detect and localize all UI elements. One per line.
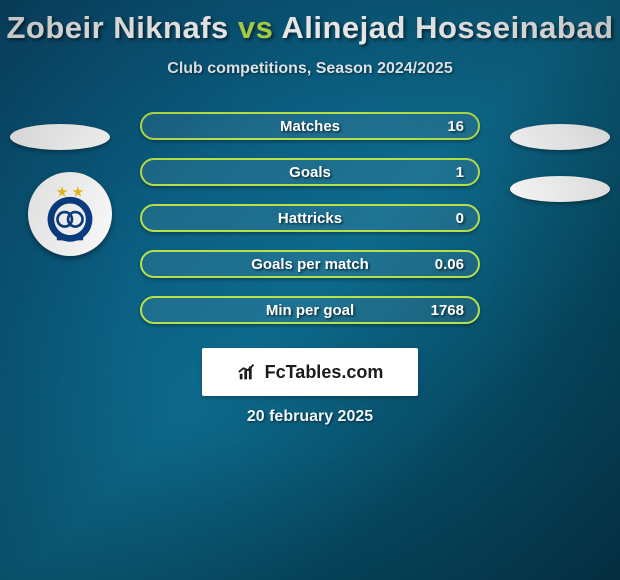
stat-value: 0.06 xyxy=(435,252,464,276)
stat-value: 16 xyxy=(447,114,464,138)
player-b-image-placeholder xyxy=(510,124,610,150)
bar-chart-icon xyxy=(237,361,259,383)
brand-label: FcTables.com xyxy=(265,362,384,383)
player-b-image-placeholder-2 xyxy=(510,176,610,202)
stat-value: 1768 xyxy=(431,298,464,322)
vs-label: vs xyxy=(238,10,273,45)
brand-box: FcTables.com xyxy=(202,348,418,396)
subtitle: Club competitions, Season 2024/2025 xyxy=(0,60,620,78)
player-a-image-placeholder xyxy=(10,124,110,150)
stats-area: Matches 16 Goals 1 Hattricks 0 Goals per… xyxy=(0,114,620,354)
stat-row: Goals 1 xyxy=(140,158,480,186)
stat-row: Goals per match 0.06 xyxy=(140,250,480,278)
stat-value: 0 xyxy=(456,206,464,230)
date-label: 20 february 2025 xyxy=(0,408,620,426)
player-b-name: Alinejad Hosseinabad xyxy=(281,10,613,45)
page-title: Zobeir Niknafs vs Alinejad Hosseinabad xyxy=(0,0,620,46)
stat-bars: Matches 16 Goals 1 Hattricks 0 Goals per… xyxy=(140,112,480,342)
club-crest xyxy=(28,172,112,256)
stat-row: Matches 16 xyxy=(140,112,480,140)
stat-value: 1 xyxy=(456,160,464,184)
stat-row: Hattricks 0 xyxy=(140,204,480,232)
player-a-name: Zobeir Niknafs xyxy=(6,10,228,45)
esteghlal-crest-icon xyxy=(37,181,103,247)
stat-row: Min per goal 1768 xyxy=(140,296,480,324)
